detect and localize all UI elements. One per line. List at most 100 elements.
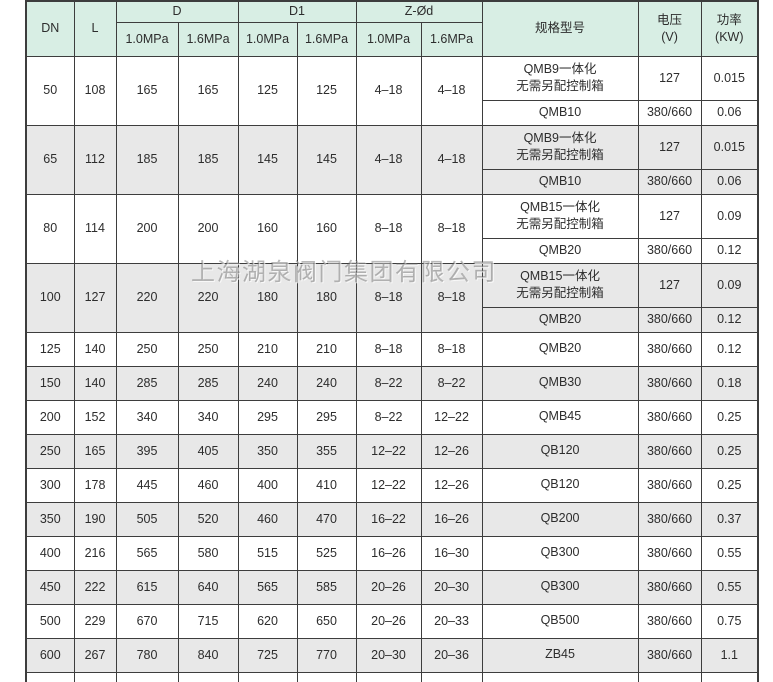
cell-d116: 470 bbox=[296, 501, 357, 537]
spec-model-line: QB300 bbox=[540, 579, 580, 594]
cell-power: 0.75 bbox=[700, 603, 759, 639]
cell-d110: 460 bbox=[237, 501, 298, 537]
cell-spec-model: QMB10 bbox=[481, 168, 639, 195]
cell-d10: 250 bbox=[115, 331, 179, 367]
cell-z10: 4–18 bbox=[355, 55, 422, 126]
cell-d116: 160 bbox=[296, 193, 357, 264]
cell-spec-model: QMB30 bbox=[481, 365, 639, 401]
cell-d10: 615 bbox=[115, 569, 179, 605]
cell-d16: 840 bbox=[177, 637, 239, 673]
cell-d110: 565 bbox=[237, 569, 298, 605]
cell-spec-model: QB120 bbox=[481, 433, 639, 469]
cell-l: 112 bbox=[73, 124, 117, 195]
table-row: 500 229 670 715 620 650 20–26 20–33 QB500 380/660… bbox=[25, 603, 759, 639]
cell-l: 222 bbox=[73, 569, 117, 605]
col-header-z-10mpa: 1.0MPa bbox=[355, 21, 422, 57]
cell-z16: 16–30 bbox=[420, 535, 483, 571]
header-pressure-row: 1.0MPa 1.6MPa 1.0MPa 1.6MPa 1.0MPa 1.6MP… bbox=[26, 21, 758, 57]
cell-d110: 160 bbox=[237, 193, 298, 264]
cell-d16: 405 bbox=[177, 433, 239, 469]
cell-voltage: 380/660 bbox=[637, 501, 702, 537]
cell-power: 0.015 bbox=[700, 124, 759, 170]
cell-l: 152 bbox=[73, 399, 117, 435]
cell-empty bbox=[177, 671, 239, 682]
cell-l: 140 bbox=[73, 365, 117, 401]
col-header-l: L bbox=[73, 0, 117, 57]
spec-model-line: QMB30 bbox=[538, 375, 582, 390]
cell-z10: 12–22 bbox=[355, 467, 422, 503]
cell-d110: 725 bbox=[237, 637, 298, 673]
spec-model-line: QMB20 bbox=[538, 242, 582, 257]
cell-l: 178 bbox=[73, 467, 117, 503]
cell-l: 165 bbox=[73, 433, 117, 469]
cell-power: 1.1 bbox=[700, 637, 759, 673]
cell-power: 0.25 bbox=[700, 399, 759, 435]
cell-z16: 8–18 bbox=[420, 193, 483, 264]
cell-d116: 650 bbox=[296, 603, 357, 639]
table-row-partial bbox=[25, 671, 759, 682]
cell-voltage: 127 bbox=[637, 262, 702, 308]
cell-d110: 240 bbox=[237, 365, 298, 401]
cell-empty bbox=[296, 671, 357, 682]
cell-dn: 65 bbox=[25, 124, 75, 195]
cell-spec-model: QB200 bbox=[481, 501, 639, 537]
cell-power: 0.55 bbox=[700, 569, 759, 605]
cell-z16: 20–36 bbox=[420, 637, 483, 673]
cell-d116: 410 bbox=[296, 467, 357, 503]
spec-model-line: QMB15一体化 bbox=[520, 199, 600, 214]
cell-voltage: 380/660 bbox=[637, 535, 702, 571]
cell-power: 0.09 bbox=[700, 262, 759, 308]
cell-d116: 210 bbox=[296, 331, 357, 367]
cell-d16: 460 bbox=[177, 467, 239, 503]
cell-d10: 395 bbox=[115, 433, 179, 469]
cell-d110: 350 bbox=[237, 433, 298, 469]
cell-z16: 12–22 bbox=[420, 399, 483, 435]
cell-spec-model: QMB20 bbox=[481, 237, 639, 264]
cell-l: 216 bbox=[73, 535, 117, 571]
cell-empty bbox=[25, 671, 75, 682]
cell-z10: 8–18 bbox=[355, 331, 422, 367]
col-header-d1: D1 bbox=[237, 0, 357, 23]
cell-d16: 580 bbox=[177, 535, 239, 571]
cell-d116: 295 bbox=[296, 399, 357, 435]
cell-spec-model: QMB15一体化 无需另配控制箱 bbox=[481, 193, 639, 239]
cell-z10: 20–26 bbox=[355, 569, 422, 605]
table-row: QMB20 380/660 0.12 bbox=[26, 237, 759, 264]
cell-power: 0.25 bbox=[700, 433, 759, 469]
cell-empty bbox=[355, 671, 422, 682]
cell-spec-model: QMB9一体化 无需另配控制箱 bbox=[481, 55, 639, 101]
cell-voltage: 380/660 bbox=[637, 399, 702, 435]
cell-voltage: 380/660 bbox=[637, 467, 702, 503]
cell-empty bbox=[115, 671, 179, 682]
cell-dn: 100 bbox=[25, 262, 75, 333]
cell-z10: 4–18 bbox=[355, 124, 422, 195]
table-row: 65 112 185 185 145 145 4–18 4–18 QMB9一体化 无需另配控制箱 1… bbox=[25, 124, 759, 195]
cell-spec-model: QMB15一体化 无需另配控制箱 bbox=[481, 262, 639, 308]
cell-d110: 295 bbox=[237, 399, 298, 435]
cell-voltage: 380/660 bbox=[637, 306, 702, 333]
cell-d16: 250 bbox=[177, 331, 239, 367]
cell-d10: 200 bbox=[115, 193, 179, 264]
cell-spec-model: ZB45 bbox=[481, 637, 639, 673]
col-header-voltage: 电压 (V) bbox=[637, 0, 702, 57]
cell-d116: 525 bbox=[296, 535, 357, 571]
col-header-d1-10mpa: 1.0MPa bbox=[237, 21, 298, 57]
cell-voltage: 127 bbox=[637, 124, 702, 170]
cell-dn: 150 bbox=[25, 365, 75, 401]
cell-dn: 350 bbox=[25, 501, 75, 537]
col-header-z-16mpa: 1.6MPa bbox=[420, 21, 483, 57]
spec-table: DN L D D1 Z-Ød 规格型号 电压 (V) 功率 (KW) 1.0MPa … bbox=[25, 0, 760, 682]
cell-empty bbox=[237, 671, 298, 682]
cell-d10: 505 bbox=[115, 501, 179, 537]
table-row: 200 152 340 340 295 295 8–22 12–22 QMB45 380/660 0… bbox=[25, 399, 759, 435]
cell-power: 0.09 bbox=[700, 193, 759, 239]
table-body: 50 108 165 165 125 125 4–18 4–18 QMB9一体化 无需另配控制箱 1… bbox=[25, 55, 759, 682]
cell-d110: 210 bbox=[237, 331, 298, 367]
cell-dn: 400 bbox=[25, 535, 75, 571]
cell-power: 0.12 bbox=[700, 306, 759, 333]
cell-z16: 4–18 bbox=[420, 55, 483, 126]
cell-d116: 770 bbox=[296, 637, 357, 673]
cell-l: 108 bbox=[73, 55, 117, 126]
cell-voltage: 380/660 bbox=[637, 433, 702, 469]
